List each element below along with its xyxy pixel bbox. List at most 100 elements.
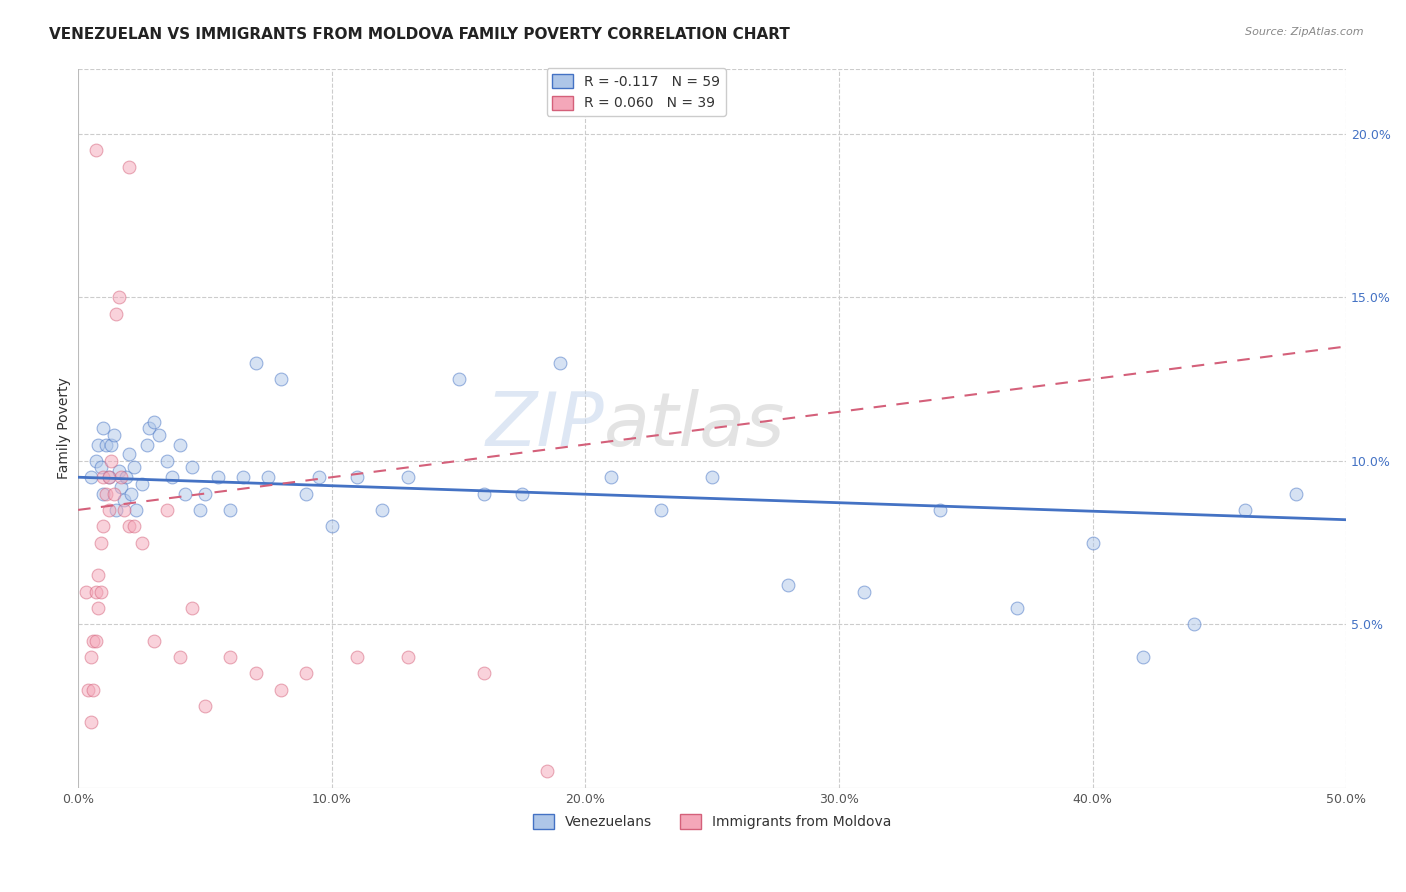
Point xyxy=(118,447,141,461)
Point xyxy=(115,470,138,484)
Legend: Venezuelans, Immigrants from Moldova: Venezuelans, Immigrants from Moldova xyxy=(527,809,897,835)
Point xyxy=(447,372,470,386)
Point xyxy=(90,460,112,475)
Point xyxy=(1081,535,1104,549)
Point xyxy=(118,160,141,174)
Point xyxy=(90,584,112,599)
Point xyxy=(1233,503,1256,517)
Point xyxy=(778,578,800,592)
Point xyxy=(207,470,229,484)
Point xyxy=(143,633,166,648)
Point xyxy=(396,650,419,665)
Point xyxy=(131,535,153,549)
Point xyxy=(650,503,672,517)
Point xyxy=(125,503,148,517)
Point xyxy=(97,470,120,484)
Point xyxy=(80,650,103,665)
Point xyxy=(103,427,125,442)
Point xyxy=(245,666,267,681)
Point xyxy=(321,519,343,533)
Point xyxy=(107,464,129,478)
Point xyxy=(100,454,122,468)
Point xyxy=(510,486,533,500)
Point xyxy=(75,584,97,599)
Y-axis label: Family Poverty: Family Poverty xyxy=(58,377,72,479)
Point xyxy=(84,633,107,648)
Point xyxy=(107,290,129,304)
Point xyxy=(112,493,135,508)
Point xyxy=(103,486,125,500)
Point xyxy=(105,307,128,321)
Point xyxy=(295,486,318,500)
Point xyxy=(173,486,195,500)
Point xyxy=(181,601,204,615)
Point xyxy=(599,470,621,484)
Point xyxy=(1132,650,1154,665)
Point xyxy=(1005,601,1028,615)
Point xyxy=(84,454,107,468)
Point xyxy=(346,470,368,484)
Point xyxy=(702,470,724,484)
Point xyxy=(80,470,103,484)
Point xyxy=(156,454,179,468)
Point xyxy=(97,503,120,517)
Point xyxy=(82,633,104,648)
Point xyxy=(245,356,267,370)
Point xyxy=(156,503,179,517)
Point xyxy=(169,437,191,451)
Point xyxy=(100,437,122,451)
Point xyxy=(84,584,107,599)
Point xyxy=(110,480,132,494)
Text: atlas: atlas xyxy=(605,389,786,460)
Point xyxy=(219,650,242,665)
Point xyxy=(853,584,876,599)
Point xyxy=(93,486,115,500)
Point xyxy=(122,519,145,533)
Point xyxy=(80,715,103,730)
Text: VENEZUELAN VS IMMIGRANTS FROM MOLDOVA FAMILY POVERTY CORRELATION CHART: VENEZUELAN VS IMMIGRANTS FROM MOLDOVA FA… xyxy=(49,27,790,42)
Point xyxy=(472,486,495,500)
Point xyxy=(169,650,191,665)
Point xyxy=(135,437,157,451)
Point xyxy=(396,470,419,484)
Point xyxy=(82,682,104,697)
Point xyxy=(188,503,211,517)
Point xyxy=(93,421,115,435)
Point xyxy=(90,535,112,549)
Point xyxy=(94,486,117,500)
Point xyxy=(232,470,254,484)
Point xyxy=(536,764,558,779)
Point xyxy=(131,476,153,491)
Point xyxy=(308,470,330,484)
Point xyxy=(97,470,120,484)
Point xyxy=(105,503,128,517)
Point xyxy=(194,486,217,500)
Point xyxy=(1284,486,1306,500)
Point xyxy=(94,437,117,451)
Point xyxy=(77,682,100,697)
Point xyxy=(472,666,495,681)
Point xyxy=(929,503,952,517)
Point xyxy=(120,486,142,500)
Point xyxy=(87,601,110,615)
Point xyxy=(122,460,145,475)
Point xyxy=(270,682,292,697)
Point xyxy=(181,460,204,475)
Text: Source: ZipAtlas.com: Source: ZipAtlas.com xyxy=(1246,27,1364,37)
Point xyxy=(548,356,571,370)
Point xyxy=(270,372,292,386)
Point xyxy=(93,470,115,484)
Point xyxy=(112,503,135,517)
Point xyxy=(160,470,183,484)
Point xyxy=(1182,617,1205,632)
Point xyxy=(148,427,170,442)
Point xyxy=(257,470,280,484)
Point xyxy=(143,415,166,429)
Point xyxy=(194,699,217,714)
Point xyxy=(219,503,242,517)
Point xyxy=(87,437,110,451)
Point xyxy=(118,519,141,533)
Point xyxy=(138,421,160,435)
Point xyxy=(87,568,110,582)
Point xyxy=(110,470,132,484)
